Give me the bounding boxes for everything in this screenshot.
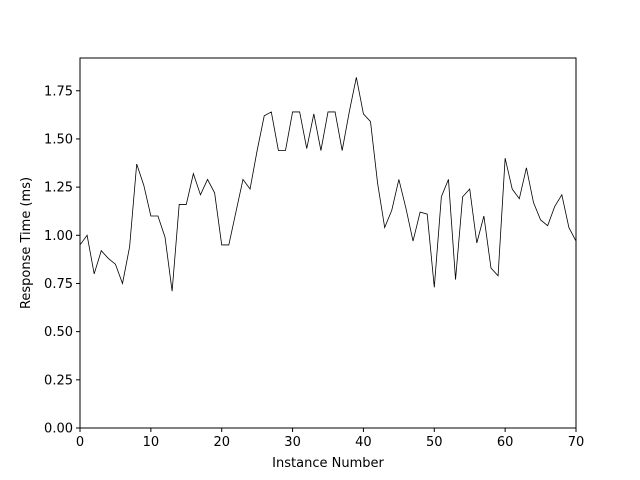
x-tick-label: 0: [76, 435, 84, 450]
y-tick-label: 1.50: [44, 132, 73, 147]
y-tick-label: 0.50: [44, 325, 73, 340]
y-tick-label: 1.25: [44, 181, 73, 196]
plot-frame: [79, 57, 577, 429]
y-tick-label: 1.75: [44, 84, 73, 99]
y-tick-label: 0.75: [44, 277, 73, 292]
plot-area: [79, 57, 577, 429]
y-tick-label: 0.25: [44, 373, 73, 388]
y-axis-ticks: 0.00 0.25 0.50 0.75 1.00 1.25 1.50 1.75: [44, 84, 80, 437]
y-tick-label: 1.00: [44, 229, 73, 244]
y-axis-label: Response Time (ms): [19, 177, 34, 309]
data-layer: [79, 77, 577, 292]
x-tick-label: 30: [284, 435, 301, 450]
x-tick-label: 50: [426, 435, 443, 450]
x-axis-ticks: 0 10 20 30 40 50 60 70: [76, 428, 584, 450]
x-tick-label: 60: [497, 435, 514, 450]
x-axis-label: Instance Number: [272, 456, 384, 471]
x-tick-label: 70: [568, 435, 585, 450]
x-tick-label: 20: [213, 435, 230, 450]
y-tick-label: 0.00: [44, 422, 73, 437]
x-tick-label: 40: [355, 435, 372, 450]
series-line-0: [79, 77, 577, 292]
x-tick-label: 10: [143, 435, 160, 450]
